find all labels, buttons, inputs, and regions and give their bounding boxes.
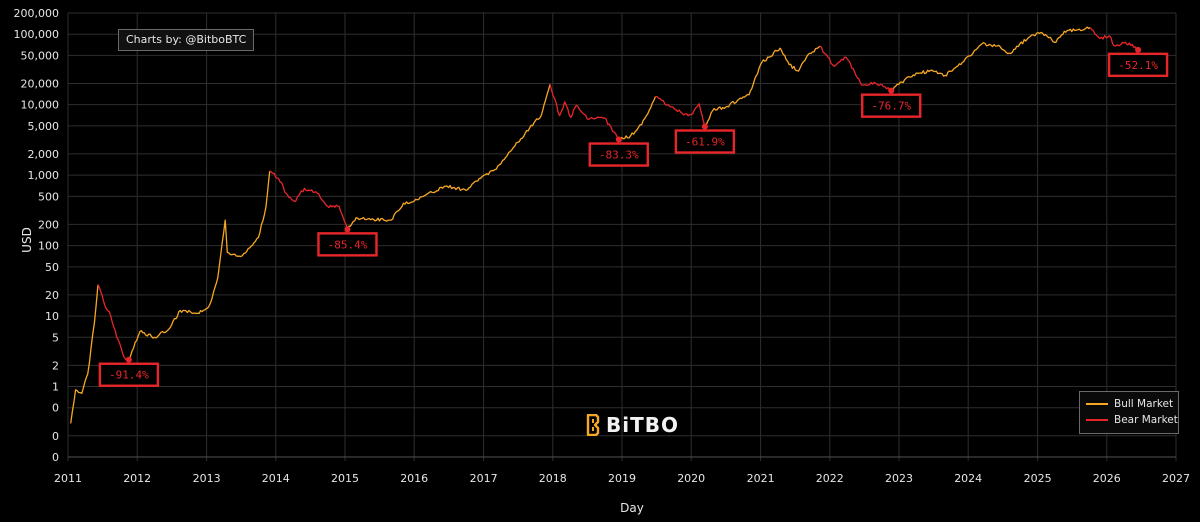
price-series <box>70 26 1139 424</box>
y-tick-label: 200 <box>38 218 59 231</box>
drawdown-label: -83.3% <box>599 149 639 162</box>
y-tick-label: 2 <box>52 359 59 372</box>
x-tick-label: 2013 <box>193 472 221 485</box>
series-line-bull <box>704 47 781 127</box>
drawdown-label: -91.4% <box>109 369 149 382</box>
y-tick-label: 5 <box>52 331 59 344</box>
drawdown-box <box>588 142 649 167</box>
series-line-bear <box>97 284 129 361</box>
y-tick-label: 20 <box>45 289 59 302</box>
y-tick-label: 200,000 <box>14 7 60 20</box>
y-tick-label: 0 <box>52 430 59 443</box>
x-tick-label: 2014 <box>262 472 290 485</box>
drawdown-label: -61.9% <box>685 136 725 149</box>
series-line-bear <box>269 170 349 230</box>
x-tick-label: 2026 <box>1093 472 1121 485</box>
series-line-bull <box>346 84 551 230</box>
y-tick-label: 10,000 <box>21 99 60 112</box>
drawdown-box <box>861 93 922 118</box>
y-axis-title: USD <box>20 227 34 253</box>
bitbo-logo-icon <box>586 414 600 436</box>
drawdown-point <box>344 226 351 233</box>
series-line-bear <box>655 95 706 127</box>
series-line-bull <box>618 96 657 141</box>
y-tick-label: 0 <box>52 402 59 415</box>
drawdown-label: -52.1% <box>1118 59 1158 72</box>
series-line-bear <box>549 84 620 140</box>
x-tick-label: 2023 <box>885 472 913 485</box>
y-tick-label: 500 <box>38 190 59 203</box>
legend-label-bear: Bear Market <box>1114 414 1178 426</box>
x-tick-label: 2018 <box>539 472 567 485</box>
legend-item-bear: Bear Market <box>1086 413 1178 427</box>
drawdown-point <box>125 356 132 363</box>
legend-item-bull: Bull Market <box>1086 397 1173 411</box>
y-tick-label: 5,000 <box>28 120 60 133</box>
chart-legend: Bull Market Bear Market <box>1079 391 1179 434</box>
x-tick-label: 2027 <box>1162 472 1190 485</box>
y-axis-ticks: 0 0 0 1 2 5 10 20 50 100 200 500 1,000 2,000 5,000 10,0… <box>14 7 60 464</box>
x-axis-ticks: 2011 2012 2013 2014 2015 2016 2017 2018 2019 2020… <box>54 472 1190 485</box>
drawdown-label: -76.7% <box>871 100 911 113</box>
drawdown-point <box>1135 46 1142 53</box>
y-tick-label: 20,000 <box>21 77 60 90</box>
series-line-bull <box>779 45 821 72</box>
y-tick-label: 50 <box>45 261 59 274</box>
gridlines <box>67 12 1177 461</box>
chart-credit: Charts by: @BitboBTC <box>118 29 255 51</box>
drawdown-box <box>98 362 160 387</box>
y-tick-label: 100,000 <box>14 28 60 41</box>
drawdown-box <box>1107 52 1169 78</box>
x-tick-label: 2024 <box>954 472 982 485</box>
drawdown-label: -85.4% <box>328 238 368 251</box>
bitbo-logo: BiTBO <box>585 413 679 437</box>
y-tick-label: 0 <box>52 451 59 464</box>
x-tick-label: 2015 <box>331 472 359 485</box>
x-tick-label: 2021 <box>747 472 775 485</box>
y-tick-label: 1 <box>52 381 59 394</box>
series-line-bull <box>70 284 99 424</box>
y-tick-label: 10 <box>45 310 59 323</box>
y-tick-label: 1,000 <box>28 169 60 182</box>
series-line-bear <box>1089 27 1139 51</box>
x-tick-label: 2016 <box>400 472 428 485</box>
legend-swatch-bull <box>1086 403 1108 405</box>
series-line-bull <box>128 170 271 360</box>
x-tick-label: 2020 <box>677 472 705 485</box>
legend-swatch-bear <box>1086 419 1108 421</box>
x-tick-label: 2019 <box>608 472 636 485</box>
bitbo-logo-text: BiTBO <box>606 413 679 437</box>
x-tick-label: 2012 <box>123 472 151 485</box>
drawdown-point <box>615 136 622 143</box>
x-axis-title: Day <box>620 501 644 515</box>
drawdown-point <box>701 123 708 130</box>
drawdown-box <box>317 232 378 257</box>
series-line-bull <box>891 26 1091 92</box>
x-tick-label: 2022 <box>816 472 844 485</box>
drawdown-point <box>888 87 895 94</box>
series-line-bear <box>819 45 892 92</box>
legend-label-bull: Bull Market <box>1114 398 1174 410</box>
drawdown-annotations: -91.4% -85.4% -83.3% -61.9% -76.7% -52.1% <box>98 46 1169 387</box>
x-tick-label: 2011 <box>54 472 82 485</box>
y-tick-label: 50,000 <box>21 49 60 62</box>
y-tick-label: 100 <box>38 240 59 253</box>
drawdown-box <box>674 129 736 154</box>
y-tick-label: 2,000 <box>28 148 60 161</box>
x-tick-label: 2017 <box>470 472 498 485</box>
x-tick-label: 2025 <box>1024 472 1052 485</box>
